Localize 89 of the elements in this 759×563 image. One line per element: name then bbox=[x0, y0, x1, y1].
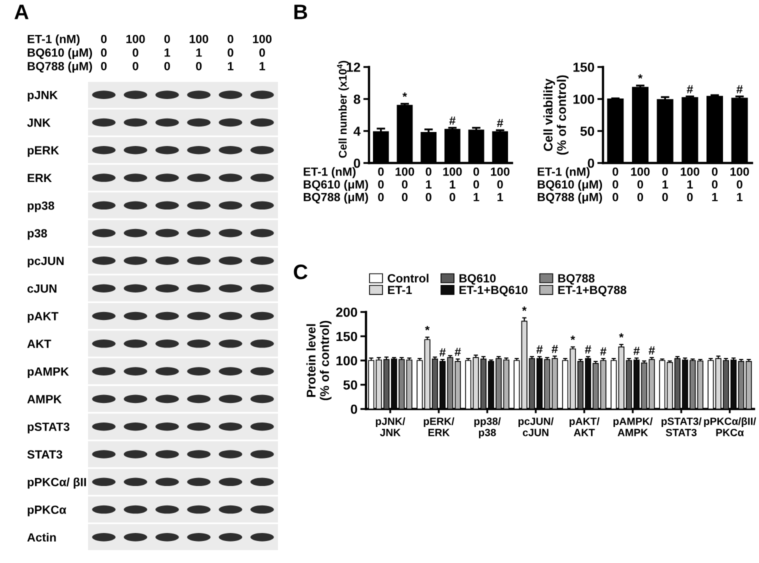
data-label: # bbox=[648, 346, 655, 354]
x-tick-label: 100 0 0 bbox=[631, 167, 650, 202]
data-label: * bbox=[522, 306, 527, 311]
y-tick-label: 200 bbox=[336, 308, 358, 317]
category-label: AKT bbox=[27, 340, 52, 348]
data-label: # bbox=[536, 345, 543, 354]
y-tick-label: 150 bbox=[336, 332, 358, 342]
data-label: # bbox=[449, 116, 456, 125]
x-tick-label: 0 1 0 bbox=[662, 167, 668, 202]
legend-label: ET-1+BQ788 bbox=[558, 286, 626, 296]
x-tick-label: 100 0 0 bbox=[396, 167, 414, 202]
x-tick-label: 0 0 1 bbox=[473, 167, 480, 202]
x-axis-title: ET-1 (nM) BQ610 (μM) BQ788 (μM) bbox=[304, 167, 368, 204]
chart-title: C bbox=[294, 264, 308, 280]
x-tick-label: 0 1 0 bbox=[426, 167, 432, 202]
y-tick-label: 0 bbox=[350, 404, 358, 414]
x-tick-label: pp38/ p38 bbox=[474, 417, 501, 438]
data-label: # bbox=[686, 85, 694, 94]
y-tick-label: 150 bbox=[573, 62, 594, 72]
x-tick-label: pPKCα/βII/ PKCα bbox=[704, 417, 756, 436]
text: ET-1 (nM) BQ610 (μM) BQ788 (μM) bbox=[28, 34, 92, 73]
y-tick-label: 12 bbox=[346, 62, 360, 72]
y-tick-label: 50 bbox=[580, 126, 594, 136]
category-label: Actin bbox=[27, 532, 56, 542]
category-label: pAKT bbox=[28, 312, 58, 323]
legend-label: Control bbox=[388, 274, 428, 282]
y-tick-label: 50 bbox=[343, 380, 358, 390]
category-label: pERK bbox=[28, 146, 60, 157]
y-tick-label: 0 bbox=[354, 158, 360, 168]
data-label: # bbox=[736, 85, 743, 94]
data-label: # bbox=[552, 344, 558, 353]
category-label: pp38 bbox=[28, 201, 54, 212]
x-tick-label: 100 0 1 bbox=[730, 167, 749, 202]
category-label: 100 0 0 bbox=[126, 34, 145, 70]
category-label: 0 0 0 bbox=[101, 34, 107, 70]
x-tick-label: pJNK/ JNK bbox=[376, 417, 406, 436]
legend-label: ET-1 bbox=[388, 286, 412, 294]
text: A bbox=[14, 4, 28, 20]
chart-title: B bbox=[294, 4, 308, 20]
category-label: AMPK bbox=[27, 395, 62, 404]
category-label: 100 0 1 bbox=[253, 34, 272, 70]
category-label: 0 0 1 bbox=[228, 34, 234, 70]
category-label: 0 1 0 bbox=[164, 34, 170, 70]
category-label: pAMPK bbox=[28, 367, 69, 378]
category-label: JNK bbox=[27, 118, 51, 127]
x-tick-label: pAMPK/ AMPK bbox=[613, 417, 653, 436]
legend-label: BQ610 bbox=[460, 274, 496, 285]
data-label: * bbox=[402, 92, 408, 97]
x-tick-label: pSTAT3/ STAT3 bbox=[662, 417, 702, 436]
category-label: STAT3 bbox=[27, 450, 62, 459]
category-label: pPKCα/ βII bbox=[28, 478, 86, 489]
data-label: * bbox=[425, 326, 430, 330]
y-tick-label: 100 bbox=[336, 356, 358, 366]
category-label: pcJUN bbox=[28, 256, 64, 268]
y-tick-label: 100 bbox=[573, 94, 594, 104]
y-axis-title: Cell viability (% of control) bbox=[543, 75, 568, 155]
data-label: * bbox=[570, 336, 576, 340]
category-label: pPKCα bbox=[28, 506, 66, 516]
x-tick-label: 0 0 0 bbox=[378, 167, 384, 202]
category-label: 100 1 0 bbox=[190, 34, 208, 70]
category-label: ERK bbox=[28, 174, 52, 182]
data-label: # bbox=[497, 119, 504, 128]
x-tick-label: 0 0 0 bbox=[612, 167, 618, 202]
data-label: * bbox=[619, 333, 624, 338]
data-label: * bbox=[638, 74, 643, 79]
x-axis-title: ET-1 (nM) BQ610 (μM) BQ788 (μM) bbox=[538, 167, 602, 204]
x-tick-label: 0 0 1 bbox=[712, 167, 718, 202]
y-tick-label: 0 bbox=[588, 158, 594, 168]
x-tick-label: pAKT/ AKT bbox=[570, 417, 600, 436]
data-label: # bbox=[633, 346, 640, 355]
x-tick-label: 100 1 0 bbox=[443, 167, 462, 202]
legend-label: BQ788 bbox=[558, 274, 595, 285]
data-label: # bbox=[439, 348, 446, 356]
category-label: pJNK bbox=[28, 90, 58, 102]
y-axis-title: Cell number (x10$^{4}$) bbox=[337, 60, 349, 158]
y-tick-label: 4 bbox=[354, 126, 361, 136]
y-tick-label: 8 bbox=[354, 94, 360, 104]
x-tick-label: pERK/ ERK bbox=[424, 417, 454, 436]
x-tick-label: pcJUN/ cJUN bbox=[518, 417, 554, 436]
y-axis-title: Protein level (% of control) bbox=[306, 320, 332, 400]
data-label: # bbox=[584, 345, 592, 354]
category-label: pSTAT3 bbox=[28, 422, 70, 434]
x-tick-label: 100 1 0 bbox=[680, 167, 700, 202]
data-label: # bbox=[600, 347, 606, 356]
category-label: p38 bbox=[28, 229, 47, 240]
x-tick-label: 100 0 1 bbox=[490, 167, 510, 202]
data-label: # bbox=[454, 348, 461, 356]
category-label: cJUN bbox=[27, 284, 56, 293]
legend-label: ET-1+BQ610 bbox=[460, 286, 528, 296]
